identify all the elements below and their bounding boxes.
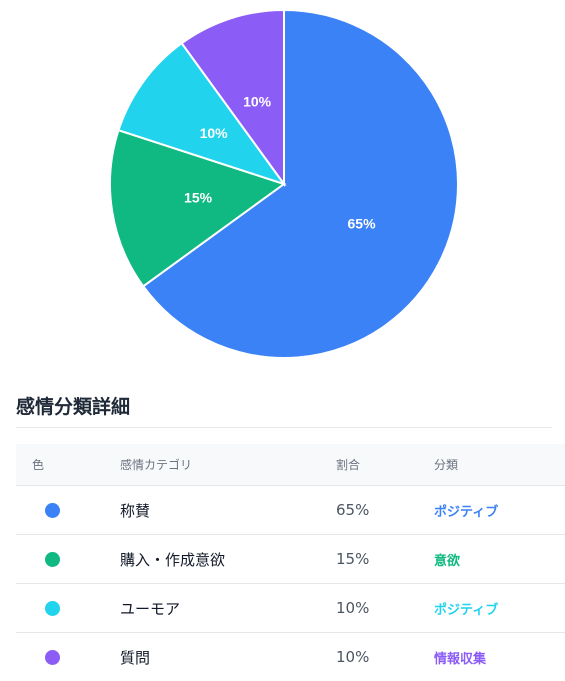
header-ratio: 割合	[336, 444, 434, 486]
ratio-value: 10%	[336, 648, 369, 666]
classification-cell: 意欲	[434, 535, 565, 584]
ratio-value: 65%	[336, 501, 369, 519]
color-cell	[16, 535, 118, 584]
classification-label: 意欲	[434, 554, 460, 569]
pie-slice-label: 10%	[200, 125, 229, 141]
classification-label: 情報収集	[434, 652, 486, 667]
table-row: ユーモア 10% ポジティブ	[16, 584, 565, 633]
header-classification: 分類	[434, 444, 565, 486]
table-row: 購入・作成意欲 15% 意欲	[16, 535, 565, 584]
ratio-cell: 10%	[336, 584, 434, 633]
category-label: 称賛	[120, 502, 150, 520]
category-label: 質問	[120, 649, 150, 667]
color-cell	[16, 584, 118, 633]
classification-cell: 情報収集	[434, 633, 565, 681]
pie-slice-label: 15%	[184, 190, 213, 206]
section-divider	[16, 427, 552, 428]
color-cell	[16, 633, 118, 681]
ratio-value: 15%	[336, 550, 369, 568]
classification-label: ポジティブ	[434, 603, 498, 618]
pie-slice-label: 65%	[348, 215, 377, 231]
header-category: 感情カテゴリ	[118, 444, 336, 486]
section-title: 感情分類詳細	[16, 392, 130, 419]
color-dot-icon	[45, 503, 60, 518]
category-label: 購入・作成意欲	[120, 551, 225, 569]
header-color: 色	[16, 444, 118, 486]
classification-cell: ポジティブ	[434, 584, 565, 633]
sentiment-pie-chart: 65% 15% 10% 10%	[0, 0, 565, 370]
table-row: 質問 10% 情報収集	[16, 633, 565, 681]
classification-label: ポジティブ	[434, 505, 498, 520]
ratio-cell: 10%	[336, 633, 434, 681]
color-dot-icon	[45, 601, 60, 616]
category-cell: 質問	[118, 633, 336, 681]
ratio-value: 10%	[336, 599, 369, 617]
ratio-cell: 65%	[336, 486, 434, 535]
category-cell: 購入・作成意欲	[118, 535, 336, 584]
category-label: ユーモア	[120, 600, 180, 618]
pie-slice-label: 10%	[243, 93, 272, 109]
color-cell	[16, 486, 118, 535]
table-header-row: 色 感情カテゴリ 割合 分類	[16, 444, 565, 486]
category-cell: 称賛	[118, 486, 336, 535]
category-cell: ユーモア	[118, 584, 336, 633]
table-row: 称賛 65% ポジティブ	[16, 486, 565, 535]
ratio-cell: 15%	[336, 535, 434, 584]
emotion-detail-table: 色 感情カテゴリ 割合 分類 称賛 65% ポジティブ 購入・作成意欲 15% …	[16, 444, 565, 681]
pie-chart-svg: 65% 15% 10% 10%	[0, 0, 565, 370]
classification-cell: ポジティブ	[434, 486, 565, 535]
color-dot-icon	[45, 650, 60, 665]
color-dot-icon	[45, 552, 60, 567]
